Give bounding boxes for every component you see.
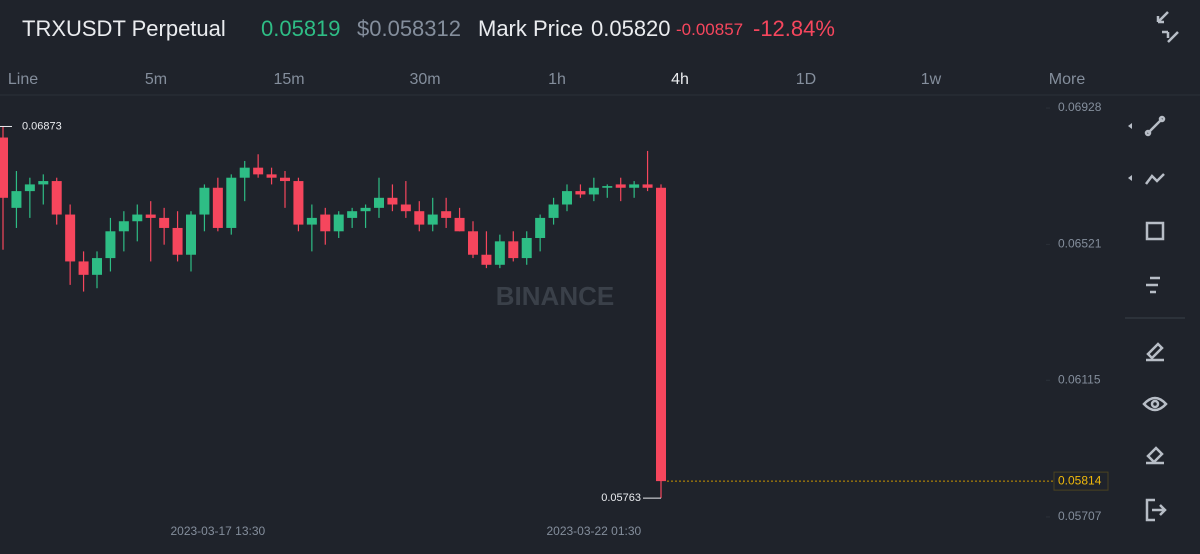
interval-tab[interactable]: 1h (548, 71, 566, 88)
change: -0.00857 (676, 20, 744, 39)
candle-body (333, 214, 344, 232)
candle-body (92, 258, 102, 275)
x-tick-label: 2023-03-22 01:30 (546, 524, 641, 538)
candle-body (521, 237, 532, 259)
watermark: BINANCE (496, 281, 614, 311)
mark-label: Mark Price (478, 16, 584, 41)
interval-tab[interactable]: Line (7, 71, 39, 88)
candle-body (172, 227, 183, 255)
candle-body (24, 184, 35, 192)
candle-body (78, 261, 89, 275)
candle-body (374, 197, 384, 208)
symbol[interactable]: TRXUSDT Perpetual (22, 16, 226, 41)
last-price: 0.05819 (261, 16, 341, 41)
candle-body (360, 207, 371, 212)
candle-body (253, 167, 264, 175)
candle-body (186, 214, 196, 255)
mark-price: 0.05820 (591, 16, 671, 41)
candle-body (38, 181, 49, 185)
interval-tab[interactable]: More (1048, 71, 1086, 88)
candle-body (400, 204, 411, 212)
low-label: 0.05763 (601, 492, 641, 504)
last-price-box (1053, 471, 1109, 491)
interval-tab[interactable]: 1D (795, 71, 817, 88)
candle-body (132, 214, 143, 222)
candle-body (494, 241, 505, 265)
collapse-button[interactable] (1156, 11, 1179, 43)
candle-body (414, 211, 425, 225)
candle-body (239, 167, 250, 178)
candle-body (145, 214, 156, 218)
candle-body (441, 211, 452, 218)
candle-body (293, 181, 304, 225)
candle-body (427, 214, 438, 225)
last-price-label: 0.05814 (1058, 473, 1102, 487)
candle-body (226, 177, 237, 228)
pen-tool[interactable] (1146, 342, 1164, 362)
interval-tab[interactable]: 30m (409, 71, 441, 88)
erase-tool[interactable] (1146, 446, 1164, 465)
exit-tool[interactable] (1145, 498, 1167, 522)
candle-body (266, 174, 277, 178)
candle-body (11, 191, 22, 208)
y-tick-label: 0.06521 (1058, 237, 1102, 251)
y-tick-label: 0.06928 (1058, 100, 1102, 114)
candle-body (159, 217, 170, 228)
candle-body (280, 177, 290, 182)
usd-price: $0.058312 (357, 16, 461, 41)
candle-body (629, 184, 640, 188)
candle-body (51, 181, 62, 215)
high-label: 0.06873 (22, 120, 62, 132)
candle-body (615, 184, 626, 188)
x-tick-label: 2023-03-17 13:30 (170, 524, 265, 538)
fib-tool[interactable] (1128, 173, 1165, 185)
visibility-tool[interactable] (1142, 396, 1168, 412)
measure-tool[interactable] (1146, 276, 1160, 294)
candle-body (468, 231, 478, 255)
trend-line-tool[interactable] (1128, 115, 1166, 137)
candle-body (481, 254, 492, 265)
candle-body (454, 217, 465, 232)
candle-body (320, 214, 331, 232)
candle-body (105, 231, 116, 259)
y-tick-label: 0.05707 (1058, 509, 1102, 523)
candle-body (306, 217, 317, 225)
candle-body (602, 186, 613, 188)
candle-body (548, 204, 559, 218)
candle-body (508, 241, 519, 259)
y-tick-label: 0.06115 (1058, 372, 1101, 386)
candle-body (642, 184, 653, 188)
interval-tab[interactable]: 5m (144, 71, 168, 88)
header: TRXUSDT Perpetual 0.05819 $0.058312 Mark… (0, 0, 1200, 56)
candle-body (588, 187, 599, 195)
candle-body (535, 217, 546, 238)
candle-body (347, 211, 358, 218)
interval-tab[interactable]: 1w (920, 71, 942, 88)
candle-body (199, 187, 210, 215)
toolbar (1128, 11, 1179, 522)
candle-body (65, 214, 76, 262)
candle-body (575, 191, 586, 195)
rect-tool[interactable] (1145, 221, 1165, 241)
interval-tab[interactable]: 4h (671, 71, 689, 88)
candle-body (212, 187, 223, 228)
candle-body (387, 197, 398, 205)
candle-body (562, 191, 572, 205)
candle-body (0, 137, 8, 198)
interval-tab[interactable]: 15m (273, 71, 305, 88)
candle-body (656, 187, 666, 482)
candle-body (118, 221, 129, 232)
change-pct: -12.84% (753, 16, 835, 41)
